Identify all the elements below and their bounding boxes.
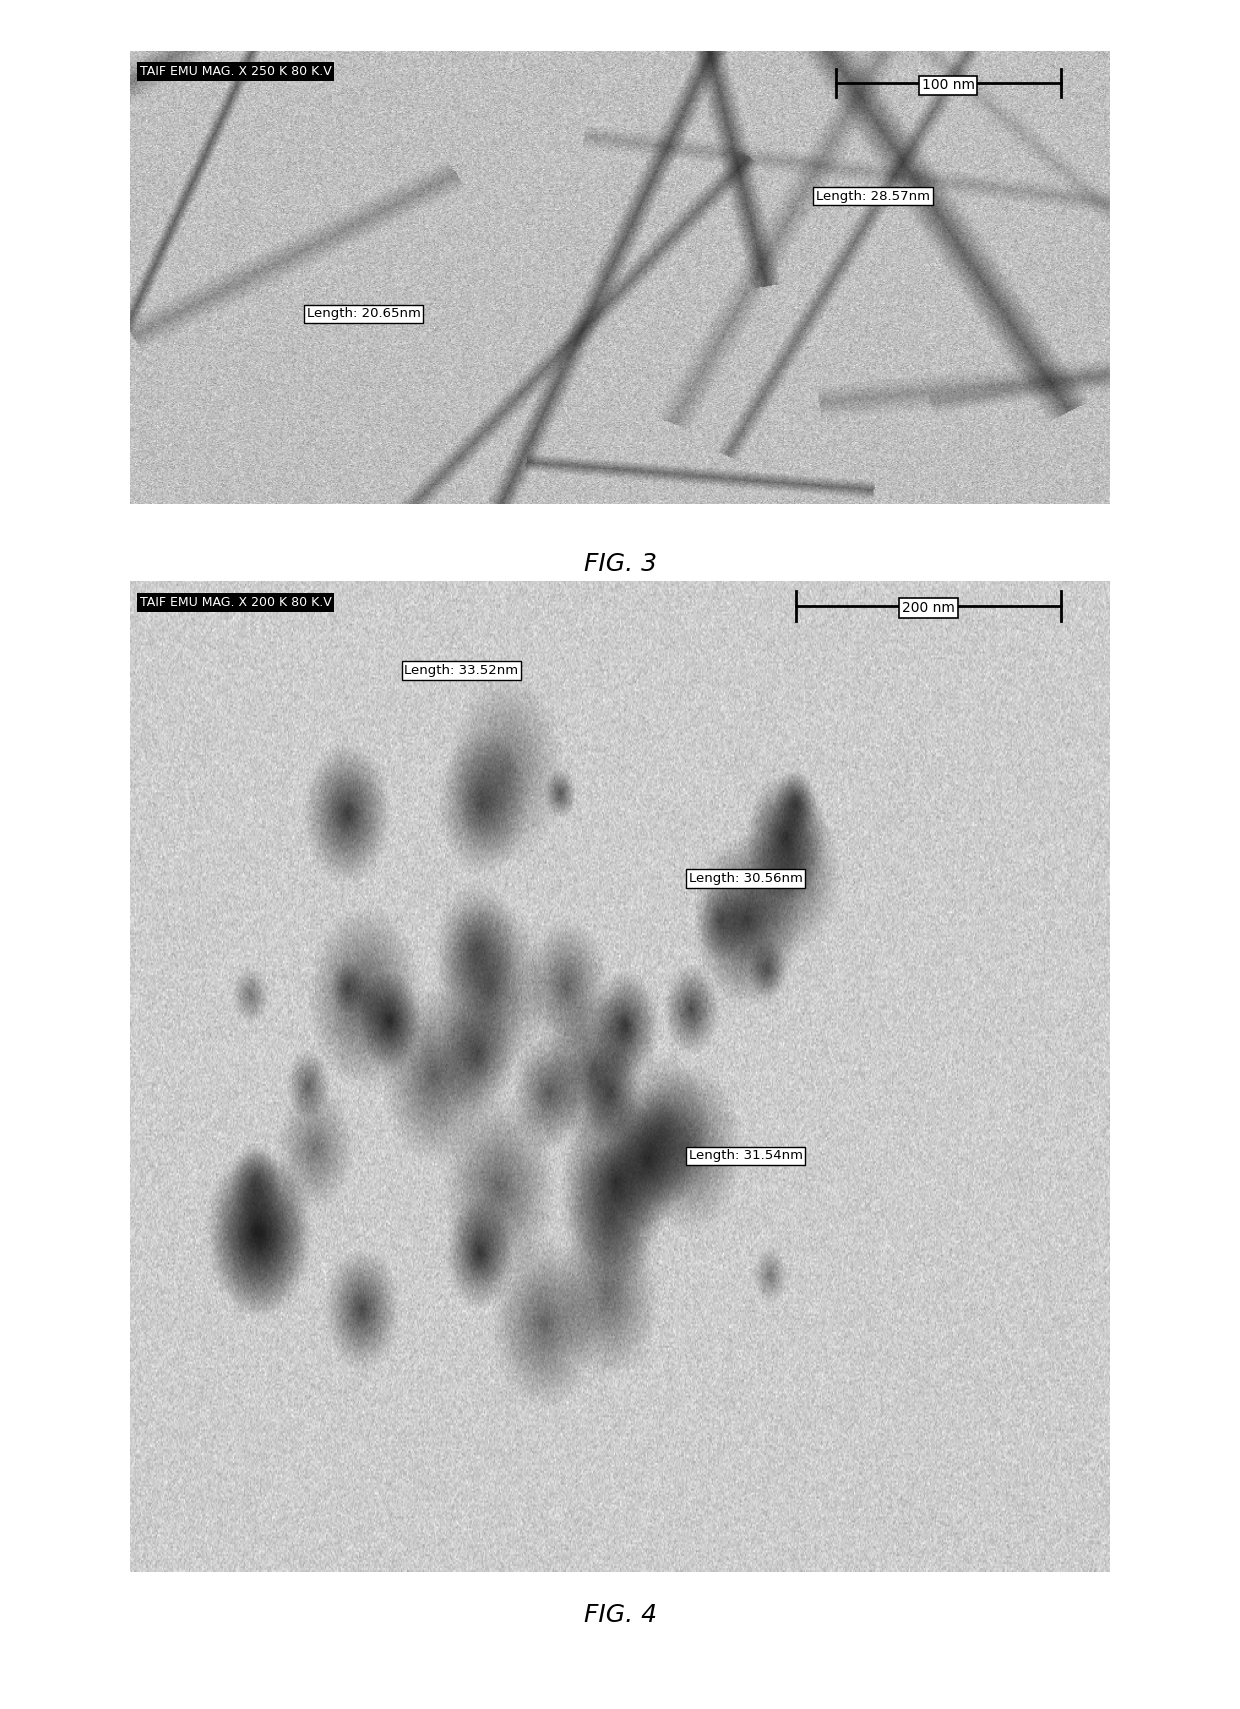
- Text: Length: 33.52nm: Length: 33.52nm: [404, 663, 518, 677]
- Text: Length: 30.56nm: Length: 30.56nm: [688, 872, 802, 885]
- Text: FIG. 3: FIG. 3: [584, 552, 656, 576]
- Text: Length: 28.57nm: Length: 28.57nm: [816, 190, 930, 203]
- Text: Length: 20.65nm: Length: 20.65nm: [306, 308, 420, 321]
- Text: 100 nm: 100 nm: [921, 79, 975, 92]
- Text: 200 nm: 200 nm: [903, 602, 955, 615]
- Text: TAIF EMU MAG. X 250 K 80 K.V: TAIF EMU MAG. X 250 K 80 K.V: [140, 65, 332, 79]
- Text: FIG. 4: FIG. 4: [584, 1603, 656, 1627]
- Text: TAIF EMU MAG. X 200 K 80 K.V: TAIF EMU MAG. X 200 K 80 K.V: [140, 596, 332, 608]
- Text: Length: 31.54nm: Length: 31.54nm: [688, 1150, 802, 1162]
